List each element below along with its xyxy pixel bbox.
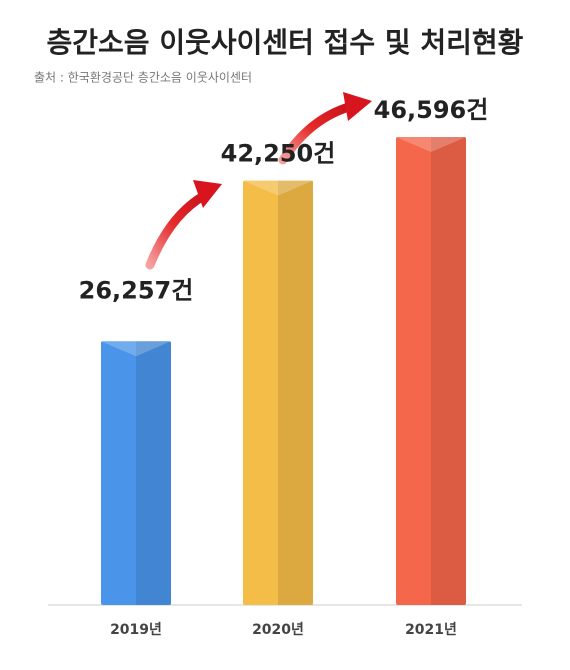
arrow — [145, 180, 222, 270]
bar-shade — [431, 137, 466, 605]
bar-shade — [278, 180, 313, 605]
bar-face — [396, 137, 466, 605]
bar — [243, 180, 313, 605]
bar-top — [243, 180, 313, 196]
chart-title: 층간소음 이웃사이센터 접수 및 처리현황 — [47, 26, 524, 59]
bar-face — [243, 180, 313, 605]
x-tick-label: 2020년 — [252, 622, 304, 638]
value-label: 42,250건 — [221, 140, 336, 168]
value-label: 46,596건 — [374, 96, 489, 124]
bar — [101, 341, 171, 605]
x-tick-label: 2021년 — [405, 622, 457, 638]
bar — [396, 137, 466, 605]
bar-face — [101, 341, 171, 605]
arrow — [278, 92, 372, 165]
value-label: 26,257건 — [79, 276, 194, 304]
bar-top — [101, 341, 171, 357]
chart-subtitle: 출처 : 한국환경공단 층간소음 이웃사이센터 — [34, 71, 252, 85]
bar-top — [396, 137, 466, 152]
bar-shade — [136, 341, 171, 605]
x-tick-label: 2019년 — [110, 622, 162, 638]
